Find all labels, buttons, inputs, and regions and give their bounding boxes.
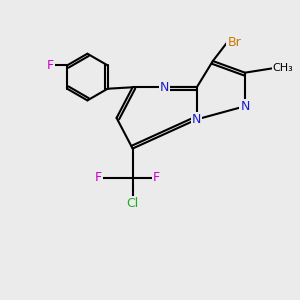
Text: CH₃: CH₃ (273, 63, 293, 73)
Text: F: F (95, 171, 102, 184)
Text: Cl: Cl (127, 197, 139, 211)
Text: N: N (192, 113, 202, 126)
Text: F: F (47, 59, 54, 72)
Text: F: F (153, 171, 160, 184)
Text: Br: Br (227, 35, 241, 49)
Text: N: N (240, 100, 250, 113)
Text: N: N (160, 81, 169, 94)
